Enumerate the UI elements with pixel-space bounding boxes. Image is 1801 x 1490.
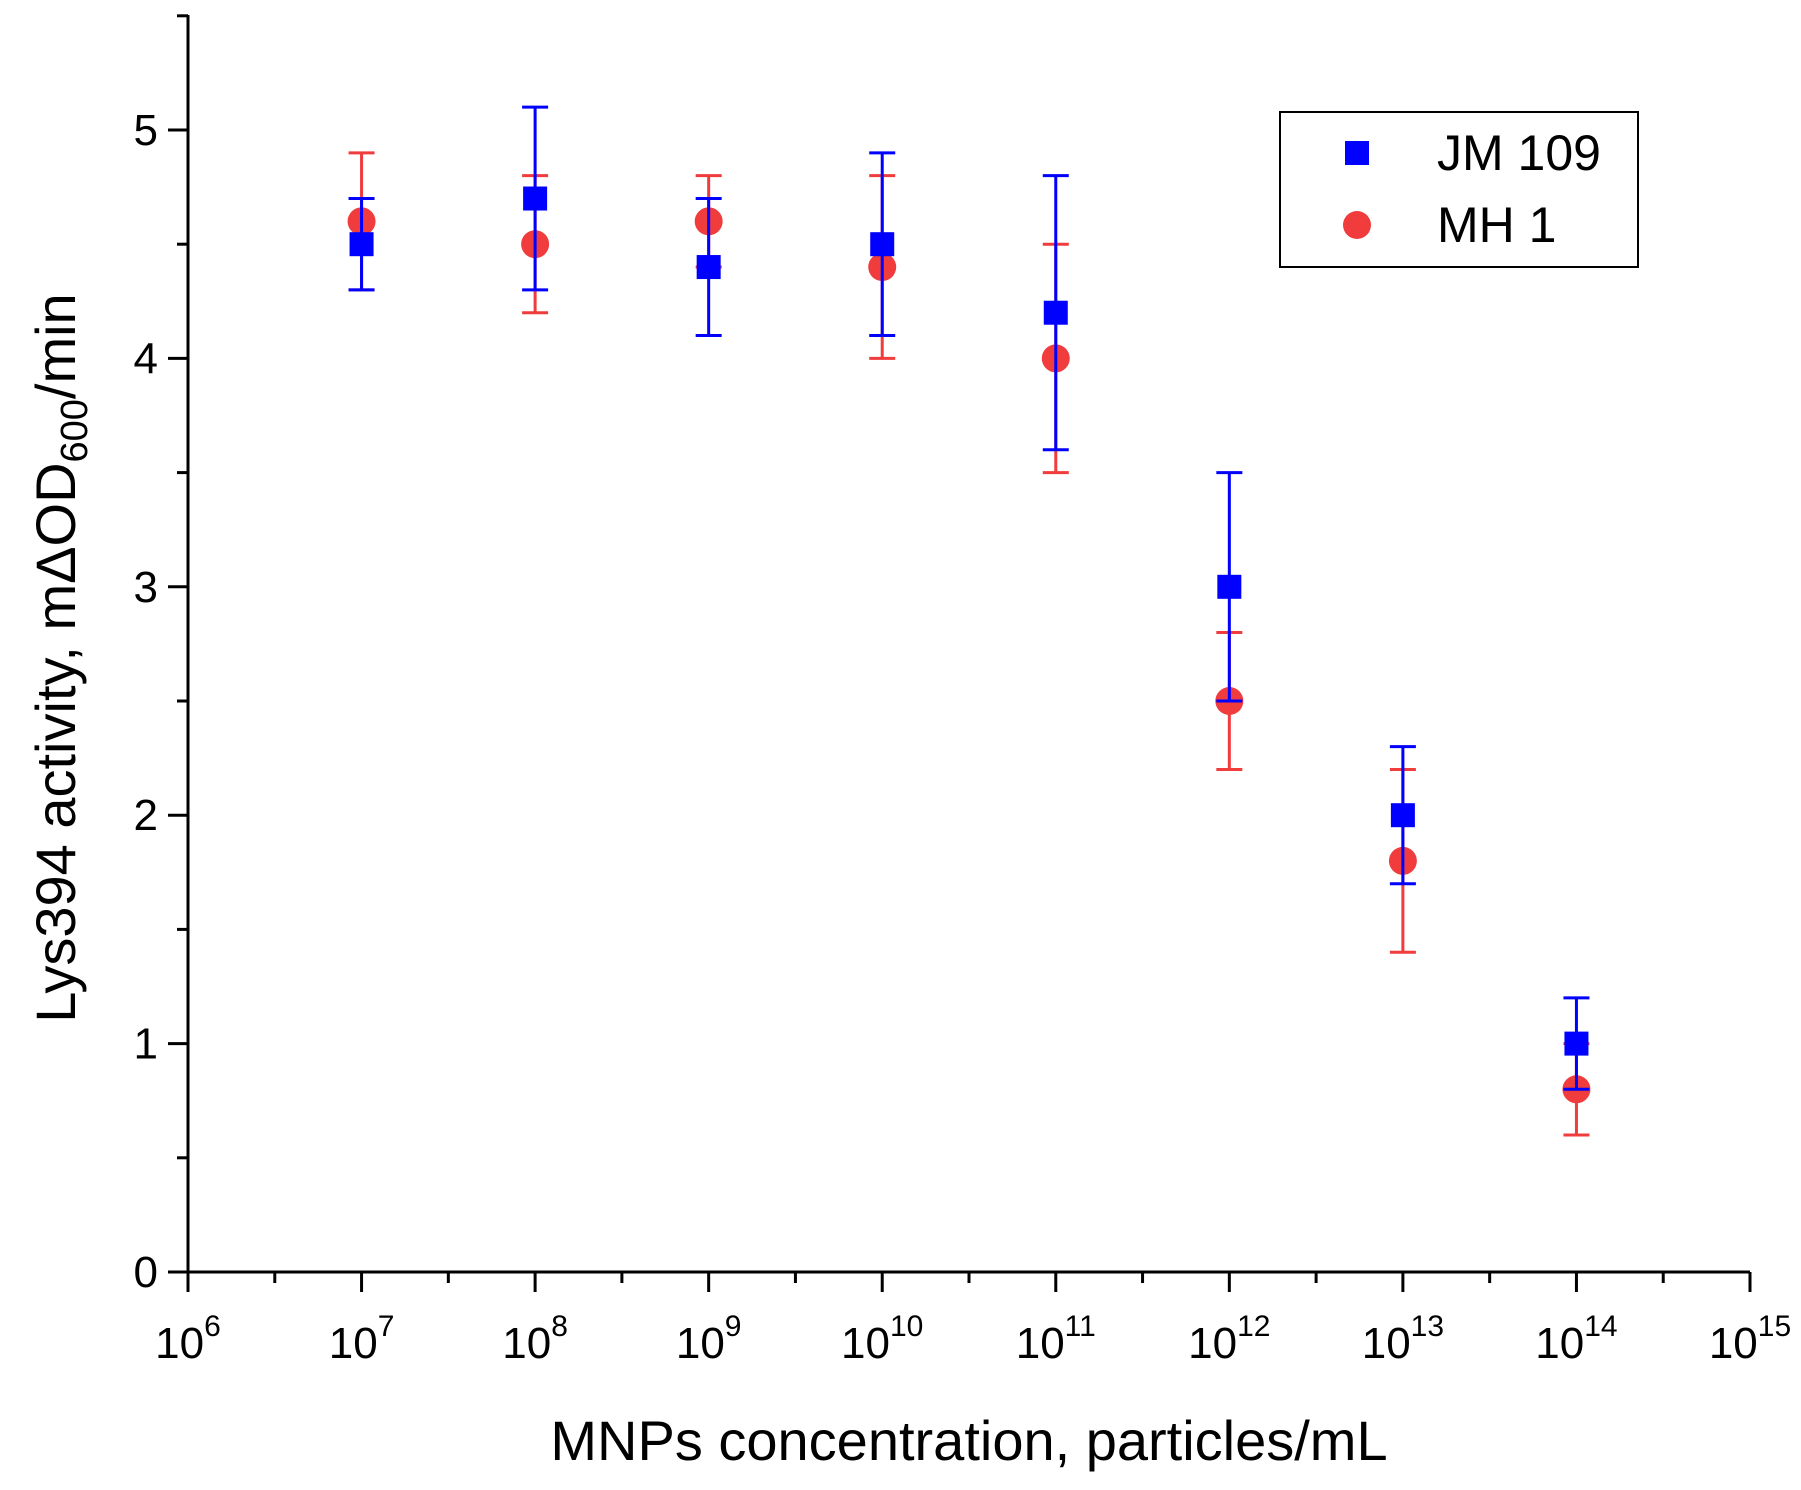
data-point-square	[696, 255, 721, 280]
x-ticks: 106 107 108 109 1010 1011 1012 1013 1014 1015	[155, 1272, 1791, 1368]
x-tick-label: 1011	[1016, 1310, 1096, 1368]
series-mh-1	[347, 151, 1591, 1137]
series-jm-109	[348, 105, 1590, 1091]
series-layer	[347, 105, 1591, 1137]
data-point-square	[1217, 574, 1242, 599]
y-axis-title: Lys394 activity, mΔOD600/min	[24, 293, 96, 1022]
y-axis-title-prefix: Lys394 activity, mΔOD	[24, 462, 87, 1022]
legend-box	[1279, 111, 1639, 268]
y-tick-label: 5	[134, 106, 158, 155]
x-tick-label: 109	[676, 1310, 742, 1368]
y-tick-label: 1	[134, 1020, 158, 1069]
x-axis-title: MNPs concentration, particles/mL	[550, 1409, 1387, 1472]
y-axis-title-suffix: /min	[24, 293, 87, 399]
legend: JM 109 MH 1	[1279, 111, 1639, 268]
legend-label: MH 1	[1437, 197, 1556, 253]
y-tick-label: 0	[134, 1248, 158, 1297]
legend-label: JM 109	[1437, 125, 1601, 181]
y-axis-title-subscript: 600	[54, 399, 96, 462]
legend-marker-square	[1345, 141, 1369, 165]
y-tick-label: 3	[134, 563, 158, 612]
x-tick-label: 1013	[1362, 1310, 1444, 1368]
y-tick-label: 4	[134, 334, 158, 383]
x-tick-label: 107	[329, 1310, 395, 1368]
data-point-square	[870, 232, 895, 257]
x-tick-label: 106	[155, 1310, 221, 1368]
data-point-square	[1564, 1031, 1589, 1056]
legend-entries: JM 109 MH 1	[1343, 125, 1601, 253]
data-point-square	[1043, 300, 1068, 325]
data-point-square	[523, 186, 548, 211]
y-ticks: 0 1 2 3 4 5	[134, 14, 188, 1297]
x-tick-label: 1012	[1188, 1310, 1270, 1368]
x-tick-label: 1010	[841, 1310, 923, 1368]
data-point-square	[1390, 803, 1415, 828]
x-tick-label: 1015	[1709, 1310, 1791, 1368]
data-point-square	[349, 232, 374, 257]
legend-marker-circle	[1343, 211, 1371, 239]
x-tick-label: 1014	[1535, 1310, 1617, 1368]
x-tick-label: 108	[502, 1310, 568, 1368]
y-tick-label: 2	[134, 791, 158, 840]
